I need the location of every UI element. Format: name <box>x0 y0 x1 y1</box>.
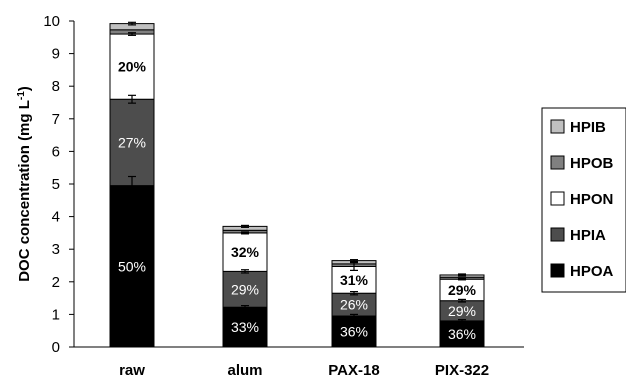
y-axis-label: DOC concentration (mg L-1) <box>16 86 34 282</box>
y-tick-label: 4 <box>52 209 60 226</box>
y-tick-label: 3 <box>52 241 60 258</box>
percent-label-hpia: 26% <box>340 297 368 313</box>
percent-label-hpoa: 36% <box>340 324 368 340</box>
y-tick-label: 1 <box>52 306 60 323</box>
bar-segment-hpoa <box>109 185 155 348</box>
percent-label-hpon: 32% <box>231 244 260 260</box>
legend-label-hpoa: HPOA <box>570 263 614 280</box>
bar-segment-hpia <box>222 270 268 308</box>
percent-label-hpoa: 50% <box>118 258 146 274</box>
legend-swatch-hpib <box>550 119 565 134</box>
legend-label-hpon: HPON <box>570 191 613 208</box>
percent-label-hpia: 29% <box>231 281 259 297</box>
percent-label-hpon: 31% <box>340 272 369 288</box>
y-tick-label: 6 <box>52 143 60 160</box>
legend: HPIB HPOB HPON HPIA HPOA <box>541 107 626 293</box>
legend-swatch-hpon <box>550 191 565 206</box>
percent-label-hpon: 20% <box>118 59 147 75</box>
legend-label-hpia: HPIA <box>570 227 606 244</box>
x-tick-label: alum <box>227 362 262 379</box>
bar-segment-hpoa <box>439 320 485 348</box>
legend-swatch-hpia <box>550 227 565 242</box>
y-axis-label-close: ) <box>16 86 33 91</box>
legend-swatch-hpob <box>550 155 565 170</box>
y-tick-label: 9 <box>52 46 60 63</box>
bars: 50% 27% 20% 33% 29% 32% 36% 26% 31% 36% 29% 29% <box>109 21 485 348</box>
y-axis-label-superscript: -1 <box>16 91 27 100</box>
y-axis: 0 1 2 3 4 5 6 7 8 9 10 <box>43 13 75 356</box>
y-tick-label: 8 <box>52 78 60 95</box>
y-tick-label: 10 <box>43 13 60 30</box>
bar-segment-hpon <box>222 232 268 272</box>
y-axis-label-main: DOC concentration (mg L <box>16 100 33 282</box>
x-axis: raw alum PAX-18 PIX-322 <box>74 346 524 379</box>
y-tick-label: 7 <box>52 111 60 128</box>
percent-label-hpoa: 36% <box>448 326 476 342</box>
percent-label-hpon: 29% <box>448 282 477 298</box>
percent-label-hpia: 27% <box>118 134 146 150</box>
legend-swatch-hpoa <box>550 263 565 278</box>
legend-label-hpob: HPOB <box>570 155 614 172</box>
y-tick-label: 2 <box>52 274 60 291</box>
y-tick-label: 5 <box>52 176 60 193</box>
y-tick-label: 0 <box>52 339 60 356</box>
x-tick-label: raw <box>119 362 145 379</box>
percent-label-hpia: 29% <box>448 303 476 319</box>
legend-label-hpib: HPIB <box>570 119 606 136</box>
x-tick-label: PAX-18 <box>328 362 379 379</box>
percent-label-hpoa: 33% <box>231 319 259 335</box>
x-tick-label: PIX-322 <box>435 362 489 379</box>
